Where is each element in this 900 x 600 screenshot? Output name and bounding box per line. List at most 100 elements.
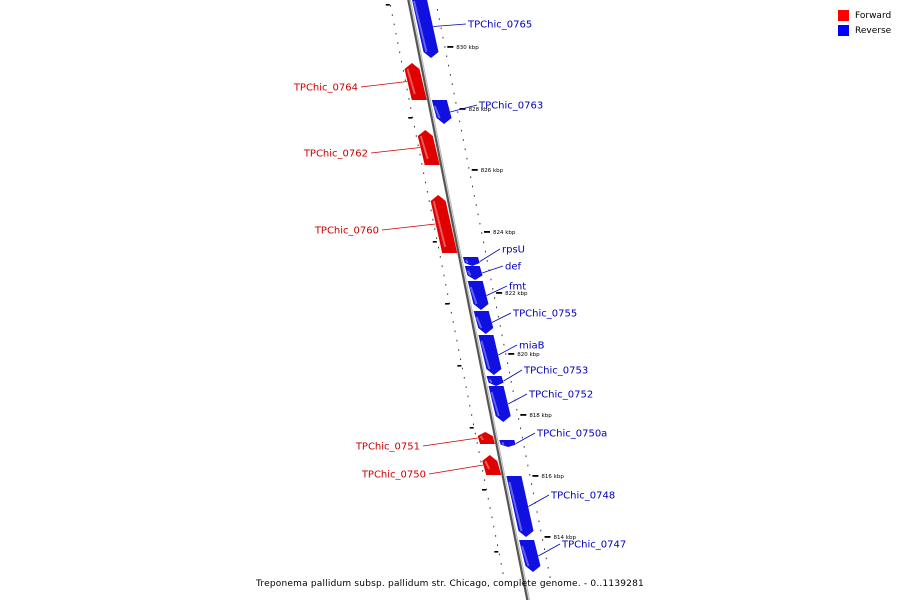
label-leader xyxy=(486,285,508,296)
label-leader xyxy=(507,393,528,405)
scale-label: 824 kbp xyxy=(493,230,516,236)
major-dash xyxy=(481,489,486,491)
minor-dot xyxy=(456,339,458,342)
gene-label: TPChic_0755 xyxy=(512,309,577,320)
scale-label: 818 kbp xyxy=(529,413,552,419)
scale-tick xyxy=(544,536,551,538)
gene-label: TPChic_0762 xyxy=(303,149,368,160)
backbone-line xyxy=(407,0,530,600)
label-leader xyxy=(498,344,518,356)
minor-dot xyxy=(461,367,463,370)
minor-dot xyxy=(536,511,538,513)
minor-dot xyxy=(494,297,496,299)
minor-dot xyxy=(532,492,534,495)
minor-dot xyxy=(492,288,494,290)
gene-arrow xyxy=(417,130,440,165)
gene-shade xyxy=(413,0,428,53)
gene-arrow xyxy=(431,100,452,124)
scale-tick xyxy=(484,231,491,233)
minor-dot xyxy=(478,451,480,453)
gene-feature xyxy=(473,311,494,334)
gene-features xyxy=(404,0,541,572)
minor-dot xyxy=(531,483,533,485)
minor-dot xyxy=(437,246,439,249)
minor-dot xyxy=(540,529,542,532)
minor-dot xyxy=(445,284,447,286)
gene-feature xyxy=(486,376,504,386)
major-dash xyxy=(494,551,499,553)
gene-arrow xyxy=(404,63,427,100)
label-leader xyxy=(482,265,504,274)
gene-feature xyxy=(431,100,452,124)
scale-tick xyxy=(471,169,478,171)
minor-dot xyxy=(458,349,460,351)
scale-label: 826 kbp xyxy=(481,168,504,174)
minor-dot xyxy=(489,507,491,509)
minor-dot xyxy=(521,436,523,439)
minor-dot xyxy=(497,315,499,318)
gene-label: miaB xyxy=(519,341,545,352)
gene-label: TPChic_0752 xyxy=(528,390,593,401)
minor-dot xyxy=(412,116,414,119)
minor-dot xyxy=(484,250,486,253)
genome-backbone xyxy=(407,0,530,600)
gene-feature xyxy=(506,476,534,537)
minor-dot xyxy=(391,14,393,16)
scale-label: 814 kbp xyxy=(554,535,577,541)
gene-label: TPChic_0764 xyxy=(293,83,358,94)
minor-dot xyxy=(421,163,423,165)
gene-shade xyxy=(490,391,500,417)
major-dash xyxy=(445,303,450,305)
label-leader xyxy=(538,543,561,557)
minor-dot xyxy=(454,330,456,333)
minor-dot xyxy=(395,32,397,35)
minor-dot xyxy=(463,377,465,379)
gene-arrow xyxy=(499,440,516,447)
minor-dot xyxy=(455,102,457,104)
minor-dot xyxy=(450,311,452,314)
minor-dot xyxy=(399,51,401,54)
minor-dot xyxy=(480,460,482,463)
minor-dot xyxy=(496,306,498,309)
gene-shade xyxy=(419,135,429,160)
scale-tick xyxy=(447,46,454,48)
minor-dot xyxy=(404,79,406,81)
label-leader xyxy=(433,23,467,27)
scale-tick xyxy=(496,292,503,294)
minor-dot xyxy=(440,27,442,30)
minor-dot xyxy=(507,362,509,364)
scale-label: 816 kbp xyxy=(541,474,564,480)
minor-dot xyxy=(481,232,483,234)
minor-dot xyxy=(451,83,453,85)
forward-swatch xyxy=(838,10,849,21)
gene-feature xyxy=(404,63,427,100)
minor-dot xyxy=(415,135,417,137)
minor-dot xyxy=(510,381,512,383)
minor-dot xyxy=(462,139,464,141)
gene-arrow xyxy=(464,266,483,280)
gene-feature xyxy=(519,540,541,572)
gene-arrow xyxy=(430,195,458,253)
minor-dot xyxy=(529,474,531,476)
gene-shade xyxy=(484,460,491,470)
minor-dot xyxy=(443,274,445,277)
minor-dot xyxy=(459,120,461,123)
gene-arrow xyxy=(477,432,496,444)
major-dash xyxy=(432,241,437,243)
minor-dot xyxy=(483,241,485,244)
gene-label: TPChic_0747 xyxy=(561,540,626,551)
gene-arrow xyxy=(478,335,502,375)
minor-dot xyxy=(444,46,446,48)
minor-dot xyxy=(442,36,444,39)
scale-tick xyxy=(520,414,527,416)
gene-label: TPChic_0750 xyxy=(361,470,426,481)
backbone-highlight xyxy=(409,0,530,600)
legend-item-reverse: Reverse xyxy=(838,23,898,38)
minor-dot xyxy=(469,404,471,407)
minor-dot xyxy=(453,92,455,95)
gene-arrow xyxy=(488,386,511,422)
gene-feature xyxy=(477,432,496,444)
gene-arrow xyxy=(473,311,494,334)
gene-feature xyxy=(412,0,439,58)
gene-shade xyxy=(433,105,441,119)
